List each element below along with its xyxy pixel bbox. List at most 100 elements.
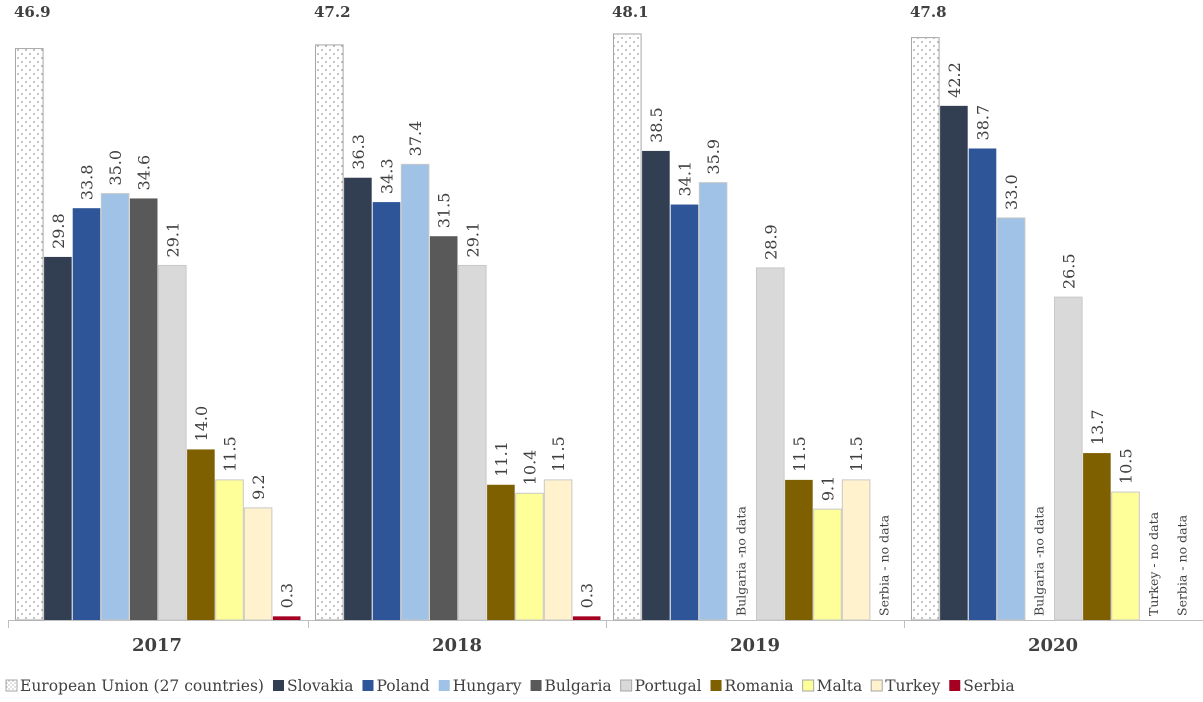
legend-swatch-bulgaria: [530, 680, 542, 691]
bar-hungary-2017: [100, 193, 130, 621]
legend-item-hungary: Hungary: [438, 677, 522, 695]
bar-hungary-2019: [698, 182, 728, 621]
legend-label-malta: Malta: [817, 677, 863, 695]
value-label-portugal-2018: 29.1: [463, 222, 482, 258]
value-label-poland-2018: 34.3: [378, 158, 397, 194]
value-label-slovakia-2018: 36.3: [349, 134, 368, 170]
value-label-slovakia-2017: 29.8: [49, 213, 68, 249]
value-label-hungary-2017: 35.0: [106, 150, 125, 186]
bar-european-union-2017: [15, 48, 44, 621]
value-label-hungary-2018: 37.4: [406, 121, 425, 157]
legend-swatch-hungary: [438, 680, 450, 691]
value-label-hungary-2019: 35.9: [704, 139, 723, 175]
value-label-european-union-2020: 47.8: [910, 3, 947, 21]
value-label-romania-2019: 11.5: [790, 436, 809, 472]
legend-label-romania: Romania: [725, 677, 794, 695]
value-label-portugal-2019: 28.9: [761, 224, 780, 260]
value-label-european-union-2017: 46.9: [14, 3, 51, 21]
legend-swatch-poland: [362, 680, 374, 691]
legend-item-bulgaria: Bulgaria: [530, 677, 612, 695]
bar-slovakia-2018: [344, 177, 372, 620]
no-data-label-bulgaria-2020: Bulgaria -no data: [1032, 506, 1047, 616]
legend-swatch-portugal: [620, 679, 633, 692]
legend-item-malta: Malta: [802, 677, 863, 695]
bar-malta-2018: [515, 492, 544, 621]
value-label-malta-2017: 11.5: [221, 436, 240, 472]
bar-slovakia-2020: [940, 105, 968, 620]
legend-item-serbia: Serbia: [949, 677, 1015, 695]
no-data-label-turkey-2020: Turkey - no data: [1146, 511, 1161, 616]
bar-poland-2020: [968, 148, 997, 621]
legend-label-turkey: Turkey: [885, 677, 940, 695]
bar-romania-2019: [785, 479, 813, 620]
bar-european-union-2019: [613, 33, 642, 621]
legend-item-portugal: Portugal: [620, 677, 702, 695]
bar-portugal-2017: [158, 264, 187, 621]
value-label-poland-2017: 33.8: [78, 165, 97, 201]
value-label-poland-2019: 34.1: [676, 161, 695, 197]
bar-bulgaria-2017: [129, 198, 158, 621]
category-label-2018: 2018: [432, 635, 482, 656]
bar-poland-2019: [670, 204, 699, 620]
value-label-slovakia-2020: 42.2: [945, 62, 964, 98]
value-label-serbia-2018: 0.3: [578, 583, 597, 608]
bar-malta-2017: [215, 479, 244, 621]
bar-slovakia-2017: [44, 256, 72, 620]
value-label-romania-2020: 13.7: [1088, 409, 1107, 445]
bar-portugal-2020: [1054, 296, 1083, 621]
legend-swatch-slovakia: [272, 680, 284, 691]
bar-turkey-2017: [243, 507, 273, 621]
category-label-2019: 2019: [730, 635, 780, 656]
value-label-slovakia-2019: 38.5: [647, 107, 666, 143]
value-label-european-union-2019: 48.1: [612, 3, 649, 21]
bar-poland-2017: [72, 208, 101, 620]
bar-hungary-2018: [400, 163, 430, 621]
legend-item-poland: Poland: [362, 677, 430, 695]
value-label-poland-2020: 38.7: [974, 105, 993, 141]
category-label-2017: 2017: [132, 635, 182, 656]
value-label-malta-2019: 9.1: [819, 476, 838, 501]
bar-portugal-2018: [458, 264, 487, 621]
value-label-portugal-2017: 29.1: [163, 222, 182, 258]
value-label-romania-2017: 14.0: [192, 406, 211, 442]
value-label-turkey-2018: 11.5: [549, 436, 568, 472]
legend-label-portugal: Portugal: [635, 677, 702, 695]
legend-item-slovakia: Slovakia: [272, 677, 353, 695]
bar-european-union-2020: [911, 37, 940, 621]
value-label-hungary-2020: 33.0: [1002, 174, 1021, 210]
bar-serbia-2018: [572, 616, 601, 620]
legend-label-bulgaria: Bulgaria: [545, 677, 612, 695]
value-label-turkey-2017: 9.2: [249, 474, 268, 499]
bar-turkey-2019: [841, 479, 871, 621]
legend-swatch-european-union: [5, 679, 18, 692]
legend: European Union (27 countries) Slovakia Pol…: [5, 677, 1015, 695]
legend-item-romania: Romania: [710, 677, 794, 695]
legend-label-serbia: Serbia: [963, 677, 1014, 695]
legend-label-hungary: Hungary: [453, 677, 522, 695]
no-data-label-serbia-2020: Serbia - no data: [1175, 514, 1190, 616]
plot-area: 46.9 29.8 33.8 35.0 34.6 29.1 14.0 11.5 9.2 0.3 20…: [8, 3, 1203, 656]
value-label-european-union-2018: 47.2: [314, 3, 351, 21]
value-label-malta-2018: 10.4: [521, 450, 540, 486]
bar-bulgaria-2018: [429, 236, 458, 620]
legend-label-poland: Poland: [376, 677, 429, 695]
bar-european-union-2018: [315, 44, 344, 621]
value-label-malta-2020: 10.5: [1117, 448, 1136, 484]
value-label-bulgaria-2017: 34.6: [135, 155, 154, 191]
legend-swatch-malta: [802, 679, 815, 692]
bar-romania-2020: [1083, 453, 1111, 620]
bar-serbia-2017: [272, 616, 301, 620]
bar-malta-2020: [1111, 491, 1140, 621]
bar-poland-2018: [372, 202, 401, 620]
legend-swatch-serbia: [949, 680, 961, 691]
legend-label-european-union: European Union (27 countries): [20, 677, 264, 695]
category-label-2020: 2020: [1028, 635, 1078, 656]
value-label-serbia-2017: 0.3: [278, 583, 297, 608]
legend-item-european-union: European Union (27 countries): [5, 677, 264, 695]
no-data-label-bulgaria-2019: Bulgaria -no data: [734, 506, 749, 616]
bar-slovakia-2019: [642, 150, 670, 620]
bar-portugal-2019: [756, 267, 785, 621]
bar-romania-2018: [487, 484, 515, 620]
bar-malta-2019: [813, 508, 842, 621]
